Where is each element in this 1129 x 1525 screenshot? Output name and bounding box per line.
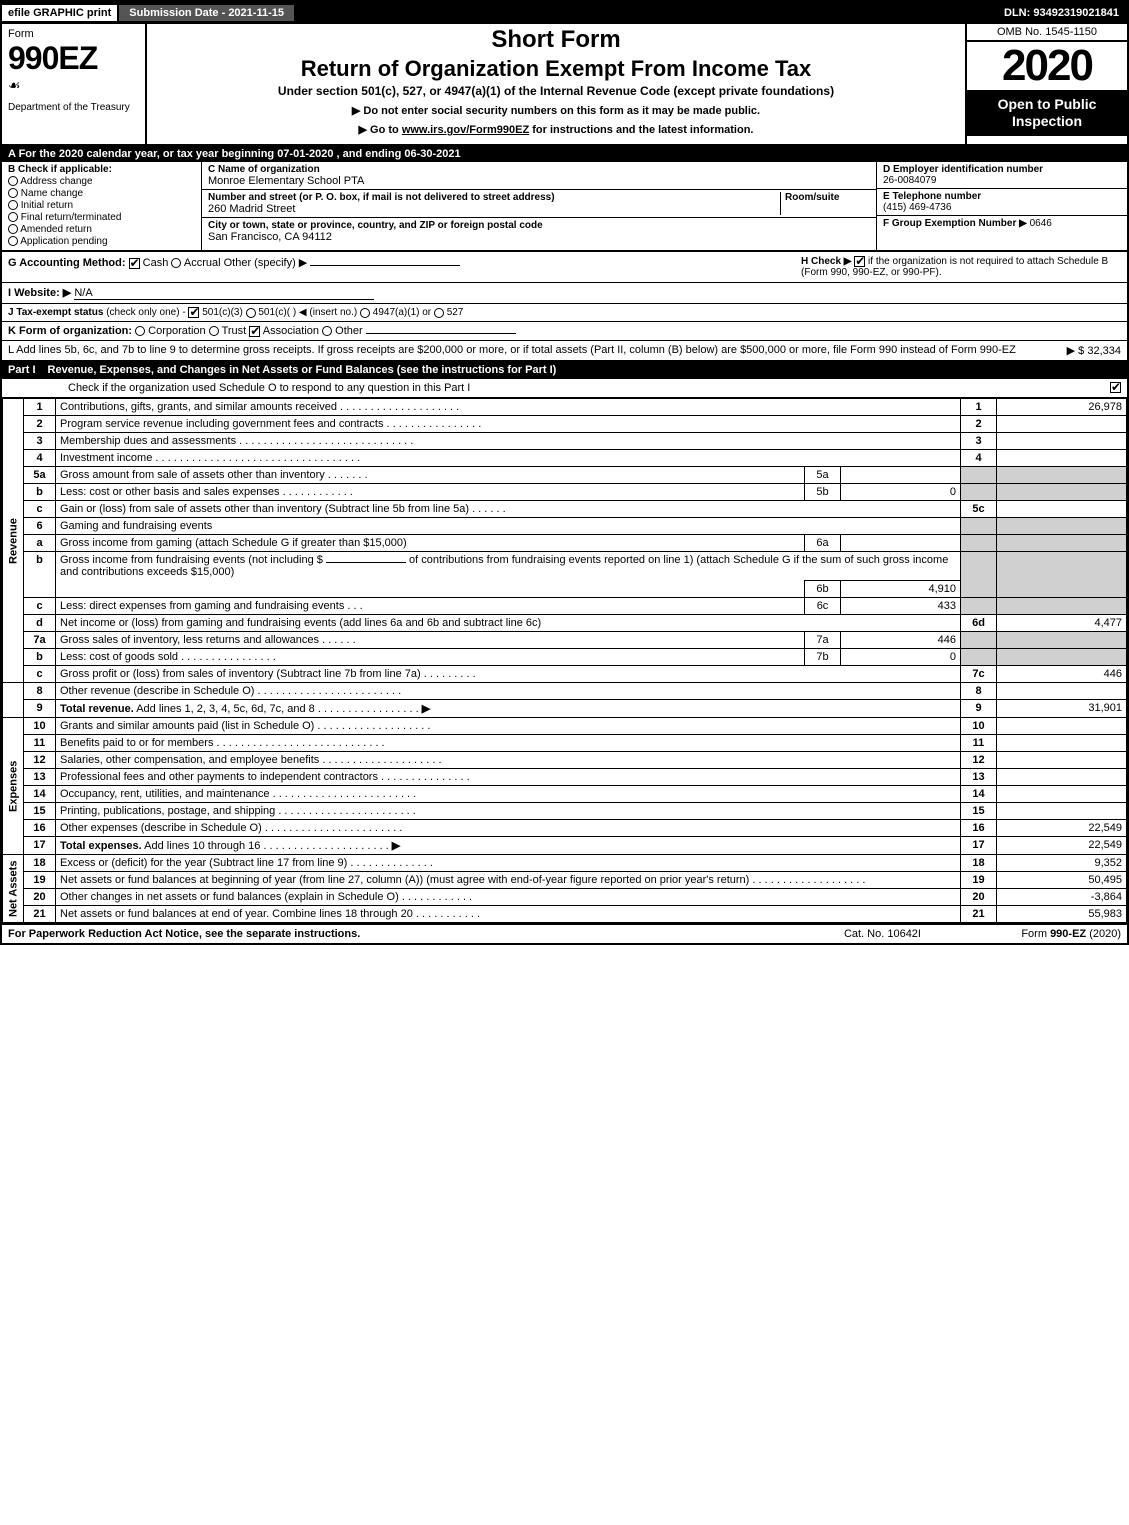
val-7a: 446: [841, 632, 961, 649]
form-subtitle: Under section 501(c), 527, or 4947(a)(1)…: [151, 84, 961, 98]
financial-table: Revenue 1 Contributions, gifts, grants, …: [2, 398, 1127, 923]
revenue-side-label: Revenue: [3, 399, 24, 683]
dln-label: DLN: 93492319021841: [996, 5, 1127, 21]
group-label: F Group Exemption Number ▶: [883, 218, 1027, 229]
expenses-side-label: Expenses: [3, 718, 24, 855]
amt-11: [997, 735, 1127, 752]
amt-3: [997, 433, 1127, 450]
city-label: City or town, state or province, country…: [208, 220, 870, 231]
phone-value: (415) 469-4736: [883, 202, 1121, 213]
submission-date: Submission Date - 2021-11-15: [119, 5, 296, 21]
amt-14: [997, 786, 1127, 803]
form-number: 990EZ: [8, 40, 139, 77]
top-bar: efile GRAPHIC print Submission Date - 20…: [2, 2, 1127, 24]
page-footer: For Paperwork Reduction Act Notice, see …: [2, 923, 1127, 943]
chk-other-org[interactable]: [322, 326, 332, 336]
chk-final-return[interactable]: Final return/terminated: [8, 212, 195, 223]
amt-16: 22,549: [997, 820, 1127, 837]
part1-title: Revenue, Expenses, and Changes in Net As…: [48, 364, 1121, 376]
org-name-label: C Name of organization: [208, 164, 870, 175]
line-k-label: K Form of organization:: [8, 325, 132, 337]
val-6a: [841, 535, 961, 552]
org-name: Monroe Elementary School PTA: [208, 175, 870, 187]
amt-19: 50,495: [997, 872, 1127, 889]
val-6b: 4,910: [841, 581, 961, 598]
efile-label: efile GRAPHIC print: [2, 5, 119, 21]
part1-label: Part I: [8, 364, 48, 376]
chk-pending[interactable]: Application pending: [8, 236, 195, 247]
org-info-section: B Check if applicable: Address change Na…: [2, 162, 1127, 252]
amt-12: [997, 752, 1127, 769]
irs-link[interactable]: www.irs.gov/Form990EZ: [402, 124, 529, 136]
chk-name-change[interactable]: Name change: [8, 188, 195, 199]
website-value: N/A: [74, 287, 374, 300]
part1-check-line: Check if the organization used Schedule …: [8, 382, 1110, 394]
tax-year-bar: A For the 2020 calendar year, or tax yea…: [2, 146, 1127, 162]
amt-4: [997, 450, 1127, 467]
part1-header: Part I Revenue, Expenses, and Changes in…: [2, 361, 1127, 379]
amt-13: [997, 769, 1127, 786]
section-b-header: B Check if applicable:: [8, 164, 195, 175]
chk-assoc[interactable]: [249, 326, 260, 337]
form-title: Return of Organization Exempt From Incom…: [151, 56, 961, 82]
chk-initial-return[interactable]: Initial return: [8, 200, 195, 211]
amt-20: -3,864: [997, 889, 1127, 906]
amt-5c: [997, 501, 1127, 518]
amt-10: [997, 718, 1127, 735]
amt-9: 31,901: [997, 700, 1127, 718]
amt-1: 26,978: [997, 399, 1127, 416]
form-word: Form: [8, 28, 139, 40]
val-7b: 0: [841, 649, 961, 666]
line-h-label: H Check ▶: [801, 256, 851, 267]
chk-amended[interactable]: Amended return: [8, 224, 195, 235]
footer-cat: Cat. No. 10642I: [844, 928, 921, 940]
chk-4947[interactable]: [360, 308, 370, 318]
chk-cash[interactable]: [129, 258, 140, 269]
netassets-side-label: Net Assets: [3, 855, 24, 923]
amt-18: 9,352: [997, 855, 1127, 872]
short-form-title: Short Form: [151, 26, 961, 54]
footer-left: For Paperwork Reduction Act Notice, see …: [8, 928, 844, 940]
line-l-amount: ▶ $ 32,334: [1021, 344, 1121, 357]
line-g-label: G Accounting Method:: [8, 257, 126, 269]
notice-instructions: ▶ Go to www.irs.gov/Form990EZ for instru…: [151, 123, 961, 136]
line-i-label: I Website: ▶: [8, 287, 71, 299]
group-value: 0646: [1030, 218, 1052, 229]
notice-ssn: ▶ Do not enter social security numbers o…: [151, 104, 961, 117]
chk-corp[interactable]: [135, 326, 145, 336]
amt-2: [997, 416, 1127, 433]
ein-value: 26-0084079: [883, 175, 1121, 186]
phone-label: E Telephone number: [883, 191, 1121, 202]
val-5b: 0: [841, 484, 961, 501]
chk-501c[interactable]: [246, 308, 256, 318]
val-5a: [841, 467, 961, 484]
amt-17: 22,549: [997, 837, 1127, 855]
amt-6d: 4,477: [997, 615, 1127, 632]
chk-501c3[interactable]: [188, 307, 199, 318]
val-6c: 433: [841, 598, 961, 615]
chk-schedule-b[interactable]: [854, 256, 865, 267]
street-value: 260 Madrid Street: [208, 203, 780, 215]
chk-trust[interactable]: [209, 326, 219, 336]
chk-527[interactable]: [434, 308, 444, 318]
amt-8: [997, 683, 1127, 700]
line-j-label: J Tax-exempt status: [8, 307, 103, 318]
line-l-text: L Add lines 5b, 6c, and 7b to line 9 to …: [8, 344, 1021, 357]
city-value: San Francisco, CA 94112: [208, 231, 870, 243]
omb-number: OMB No. 1545-1150: [967, 24, 1127, 42]
open-to-public: Open to Public Inspection: [967, 90, 1127, 136]
amt-15: [997, 803, 1127, 820]
footer-form-ref: Form 990-EZ (2020): [921, 928, 1121, 940]
chk-schedule-o[interactable]: [1110, 382, 1121, 393]
chk-address-change[interactable]: Address change: [8, 176, 195, 187]
form-header: Form 990EZ ☙ Department of the Treasury …: [2, 24, 1127, 146]
room-label: Room/suite: [785, 192, 870, 203]
chk-accrual[interactable]: [171, 258, 181, 268]
amt-7c: 446: [997, 666, 1127, 683]
dept-treasury: Department of the Treasury: [8, 102, 139, 113]
amt-21: 55,983: [997, 906, 1127, 923]
tax-year: 2020: [967, 42, 1127, 90]
ein-label: D Employer identification number: [883, 164, 1121, 175]
street-label: Number and street (or P. O. box, if mail…: [208, 192, 780, 203]
